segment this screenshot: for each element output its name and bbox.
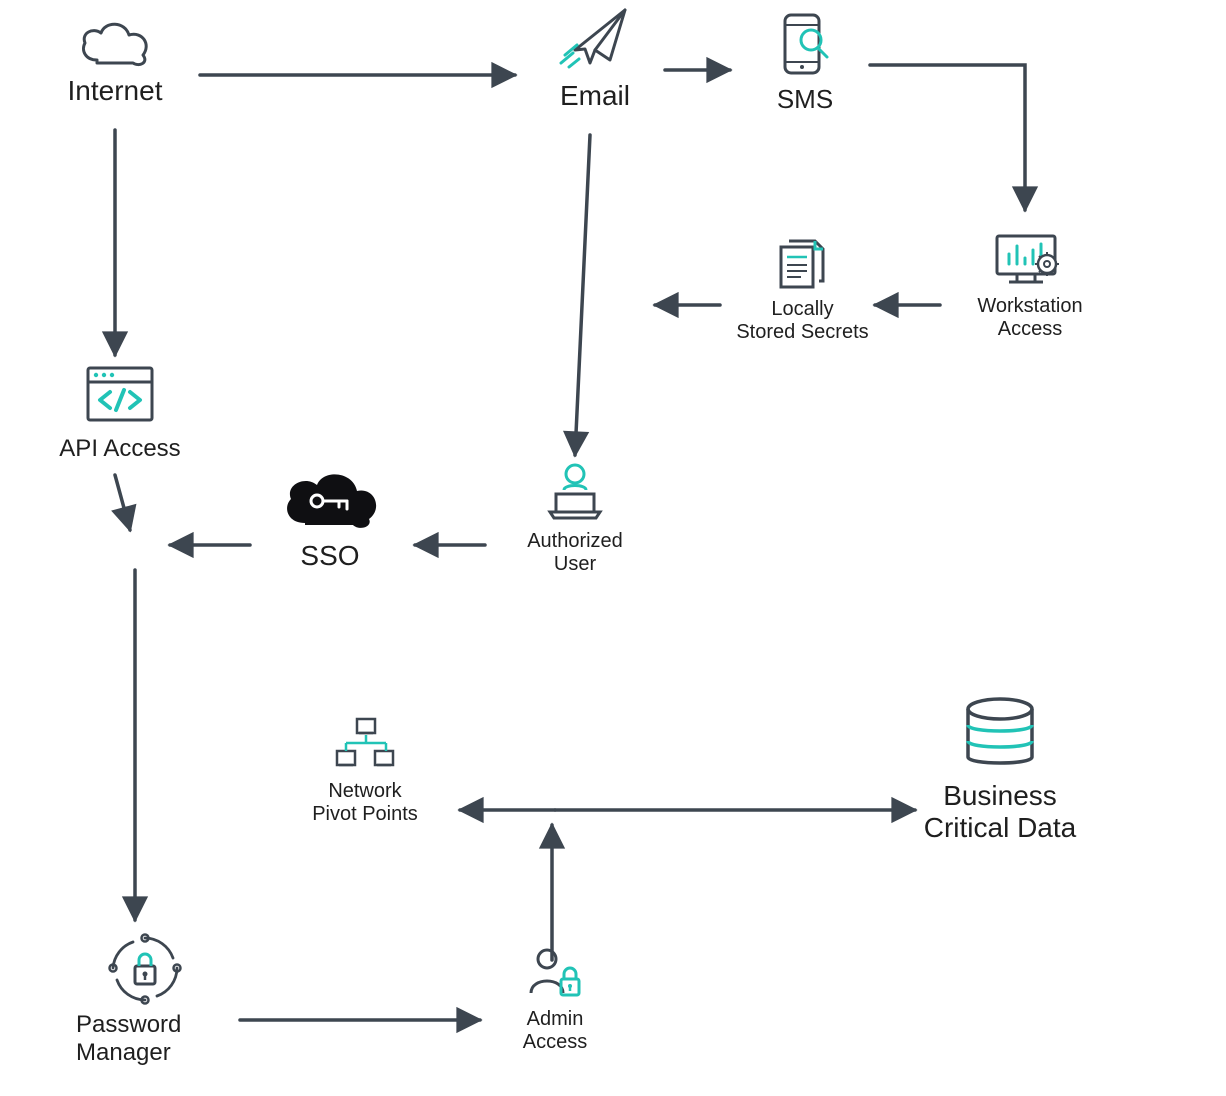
- database-icon: [955, 695, 1045, 775]
- node-authuser: Authorized User: [510, 460, 640, 576]
- code-window-icon: [80, 360, 160, 430]
- node-api: API Access: [50, 360, 190, 463]
- node-secrets-label: Locally Stored Secrets: [720, 298, 885, 344]
- lock-cycle-icon: [105, 930, 185, 1006]
- node-sms-label: SMS: [760, 85, 850, 115]
- user-laptop-icon: [540, 460, 610, 525]
- node-workstation: Workstation Access: [955, 230, 1105, 341]
- monitor-gear-icon: [991, 230, 1069, 290]
- node-admin: Admin Access: [500, 945, 610, 1054]
- node-internet-label: Internet: [65, 75, 165, 107]
- node-internet: Internet: [65, 15, 165, 107]
- node-pwmanager-label: Password Manager: [76, 1011, 220, 1066]
- node-email: Email: [545, 5, 645, 112]
- documents-icon: [775, 235, 831, 293]
- node-sso-label: SSO: [270, 540, 390, 572]
- cloud-icon: [75, 15, 155, 70]
- node-secrets: Locally Stored Secrets: [720, 235, 885, 344]
- network-icon: [329, 715, 401, 775]
- cloud-key-icon: [275, 465, 385, 535]
- node-authuser-label: Authorized User: [510, 530, 640, 576]
- node-bizdata-label: Business Critical Data: [910, 780, 1090, 844]
- node-pwmanager: Password Manager: [70, 930, 220, 1066]
- node-api-label: API Access: [50, 435, 190, 463]
- node-sso: SSO: [270, 465, 390, 572]
- node-sms: SMS: [760, 10, 850, 115]
- phone-search-icon: [775, 10, 835, 80]
- node-pivot-label: Network Pivot Points: [290, 780, 440, 826]
- node-email-label: Email: [545, 80, 645, 112]
- paper-plane-icon: [555, 5, 635, 75]
- node-bizdata: Business Critical Data: [910, 695, 1090, 844]
- attack-path-diagram: Internet Email SMS: [0, 0, 1226, 1096]
- node-pivot: Network Pivot Points: [290, 715, 440, 826]
- node-workstation-label: Workstation Access: [955, 295, 1105, 341]
- node-admin-label: Admin Access: [500, 1008, 610, 1054]
- user-lock-icon: [523, 945, 587, 1003]
